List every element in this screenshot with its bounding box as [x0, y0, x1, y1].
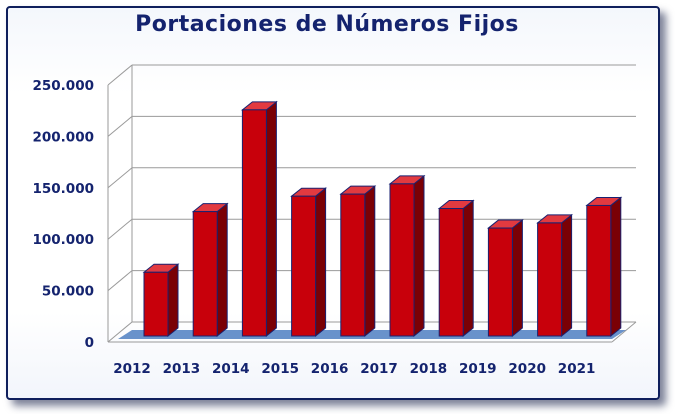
- gridline-depth: [107, 116, 133, 137]
- bar-front: [586, 204, 612, 337]
- bar-side: [413, 174, 425, 338]
- bar: [290, 187, 328, 338]
- bar: [388, 174, 426, 338]
- gridline-depth: [107, 270, 133, 291]
- bar: [191, 202, 229, 338]
- x-tick-label: 2021: [558, 361, 596, 377]
- bar: [437, 199, 475, 338]
- bar-front: [143, 271, 169, 337]
- axis-depth-right: [611, 321, 637, 343]
- bars: [142, 100, 623, 338]
- bar-front: [389, 183, 415, 337]
- bar-front: [487, 227, 513, 337]
- bar-side: [167, 263, 179, 338]
- bar-front: [537, 222, 563, 337]
- y-tick-label: 250.000: [33, 78, 95, 94]
- bar: [142, 263, 180, 338]
- bar-side: [315, 187, 327, 338]
- bar-front: [291, 195, 317, 337]
- bar: [486, 219, 524, 338]
- y-tick-label: 0: [85, 335, 94, 351]
- bar-side: [364, 185, 376, 338]
- x-tick-label: 2020: [508, 361, 546, 377]
- y-tick-label: 200.000: [33, 129, 95, 145]
- bar: [536, 213, 574, 338]
- x-tick-label: 2012: [113, 361, 151, 377]
- x-tick-label: 2013: [163, 361, 201, 377]
- bar-side: [462, 199, 474, 338]
- bar-side: [561, 213, 573, 338]
- y-tick-label: 150.000: [33, 181, 95, 197]
- chart-title: Portaciones de Números Fijos: [135, 12, 519, 37]
- bar: [585, 196, 623, 338]
- y-axis-ticks: 0 50.000 100.000 150.000 200.000 250.000: [33, 78, 95, 351]
- y-tick-label: 50.000: [42, 284, 94, 300]
- x-tick-label: 2019: [459, 361, 497, 377]
- bar-front: [438, 208, 464, 337]
- x-tick-label: 2018: [410, 361, 448, 377]
- gridline-depth: [107, 64, 133, 86]
- bar-side: [216, 202, 228, 338]
- bar-front: [192, 211, 218, 337]
- bar-front: [241, 109, 267, 337]
- gridline-depth: [107, 321, 133, 343]
- bar-side: [610, 196, 622, 338]
- bar-front: [340, 193, 366, 337]
- x-axis-ticks: 2012 2013 2014 2015 2016 2017 2018 2019 2020 2021: [113, 361, 595, 377]
- bar: [339, 185, 377, 338]
- gridline-depth: [107, 167, 133, 189]
- y-tick-label: 100.000: [33, 232, 95, 248]
- x-tick-label: 2017: [360, 361, 398, 377]
- bar-side: [265, 100, 277, 338]
- x-tick-label: 2014: [212, 361, 250, 377]
- bar-side: [511, 219, 523, 338]
- bar: [240, 100, 278, 338]
- x-tick-label: 2016: [311, 361, 349, 377]
- x-tick-label: 2015: [261, 361, 299, 377]
- gridline-depth: [107, 218, 133, 240]
